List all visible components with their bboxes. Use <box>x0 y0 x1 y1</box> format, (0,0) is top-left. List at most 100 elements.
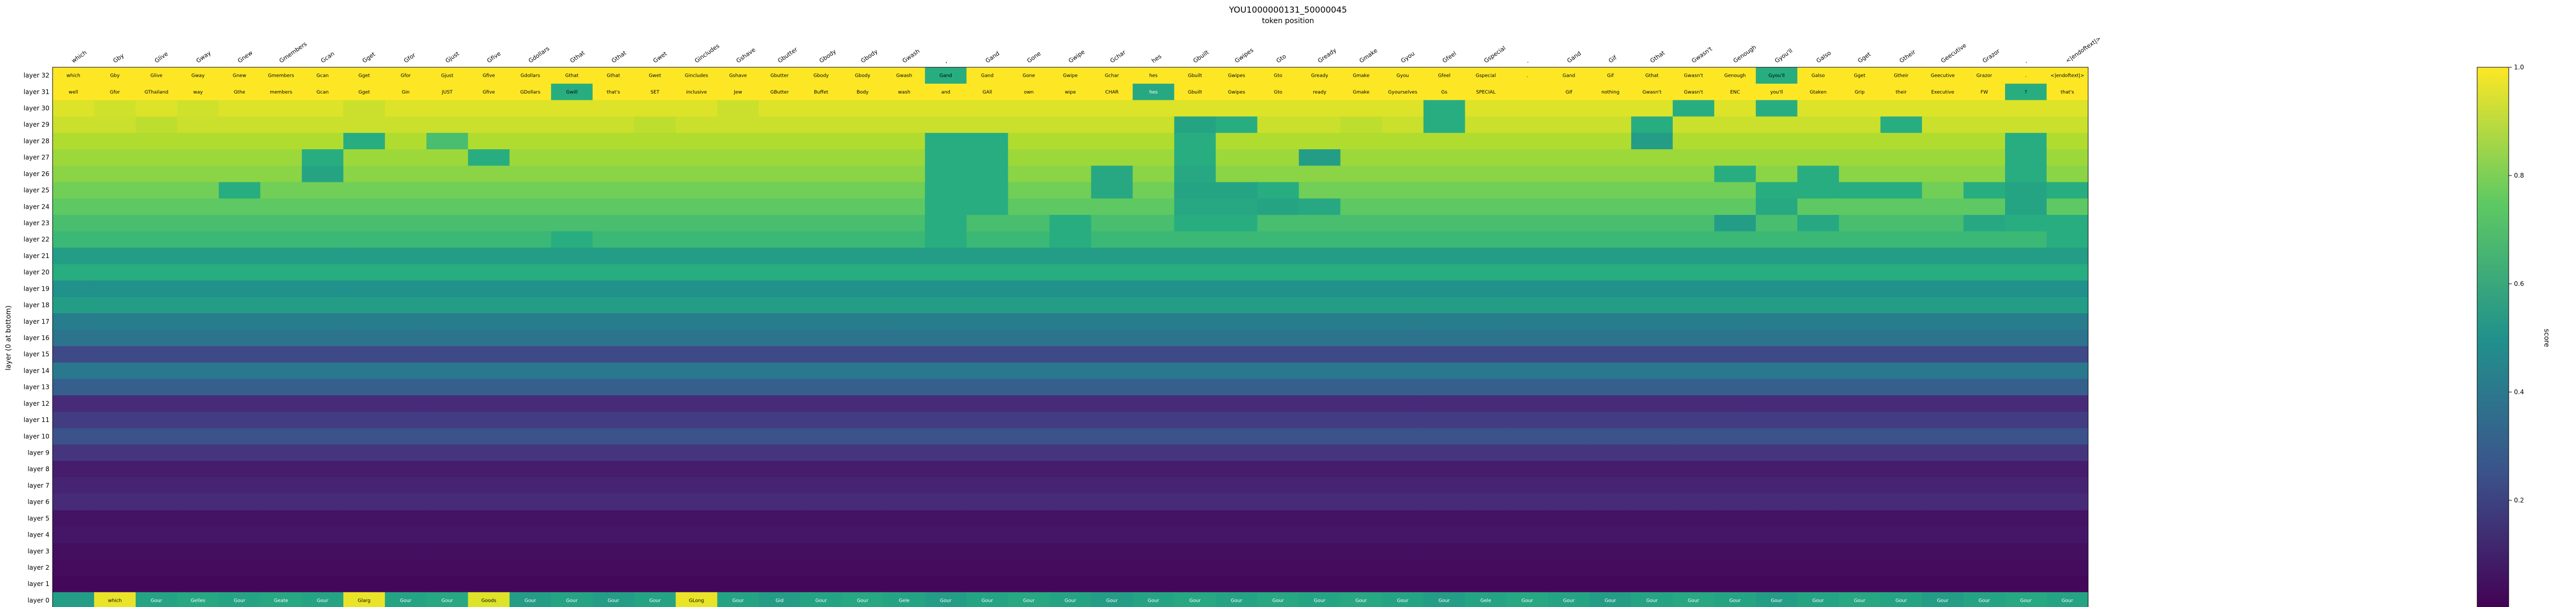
heatmap-cell <box>177 411 219 429</box>
heatmap-cell <box>1091 84 1133 100</box>
heatmap-cell <box>1215 116 1258 133</box>
heatmap-cell <box>1257 84 1300 100</box>
heatmap-cell <box>2005 592 2047 607</box>
heatmap-cell <box>1838 313 1881 330</box>
heatmap-cell <box>1755 411 1798 429</box>
x-tick-label: Glive <box>154 50 170 65</box>
heatmap-cell <box>800 100 842 117</box>
heatmap-cell <box>1382 575 1424 593</box>
heatmap-cell <box>1257 592 1300 607</box>
heatmap-cell <box>53 198 95 215</box>
heatmap-cell <box>1838 493 1881 511</box>
heatmap-cell <box>1631 214 1673 232</box>
heatmap-cell <box>1589 526 1632 543</box>
heatmap-cell <box>1755 264 1798 281</box>
heatmap-cell <box>1299 132 1341 150</box>
heatmap-cell <box>94 182 136 199</box>
heatmap-cell <box>302 214 344 232</box>
y-tick-label: layer 6 <box>27 498 49 506</box>
cell-label: and <box>941 90 950 95</box>
heatmap-cell <box>1340 264 1383 281</box>
heatmap-cell <box>1257 248 1300 265</box>
heatmap-cell <box>1340 493 1383 511</box>
heatmap-cell <box>759 444 801 461</box>
heatmap-cell <box>551 296 593 314</box>
heatmap-cell <box>468 379 510 396</box>
heatmap-cell <box>1921 264 1964 281</box>
heatmap-cell <box>1880 411 1923 429</box>
heatmap-cell <box>676 248 718 265</box>
cell-label: Gour <box>1106 598 1118 603</box>
x-tick-label: , <box>943 58 948 65</box>
heatmap-cell <box>1589 379 1632 396</box>
heatmap-cell <box>800 264 842 281</box>
cell-label: Gwipes <box>1228 90 1245 95</box>
heatmap-cell <box>1880 231 1923 248</box>
heatmap-cell <box>1382 592 1424 607</box>
heatmap-cell <box>1174 493 1217 511</box>
heatmap-cell <box>1465 330 1507 347</box>
heatmap-cell <box>1215 280 1258 297</box>
heatmap-cell <box>1755 575 1798 593</box>
heatmap-cell <box>1714 444 1756 461</box>
heatmap-cell <box>177 67 219 84</box>
heatmap-cell <box>1257 493 1300 511</box>
heatmap-cell <box>136 67 178 84</box>
heatmap-cell <box>509 100 551 117</box>
heatmap-cell <box>634 493 676 511</box>
heatmap-cell <box>260 280 302 297</box>
heatmap-cell <box>468 149 510 166</box>
heatmap-cell <box>177 362 219 379</box>
heatmap-cell <box>1880 362 1923 379</box>
heatmap-cell <box>1091 132 1133 150</box>
heatmap-cell <box>136 526 178 543</box>
heatmap-cell <box>717 428 759 445</box>
heatmap-cell <box>1589 493 1632 511</box>
heatmap-cell <box>1257 395 1300 412</box>
heatmap-cell <box>925 84 967 100</box>
heatmap-cell <box>1838 132 1881 150</box>
heatmap-cell <box>883 395 925 412</box>
heatmap-cell <box>1091 313 1133 330</box>
heatmap-cell <box>302 477 344 495</box>
heatmap-cell <box>2005 296 2047 314</box>
heatmap-cell <box>676 330 718 347</box>
x-tick-label: Gthat <box>610 49 628 65</box>
heatmap-cell <box>925 116 967 133</box>
heatmap-cell <box>800 67 842 84</box>
heatmap-cell <box>343 510 385 527</box>
heatmap-cell <box>1589 543 1632 560</box>
heatmap-cell <box>2005 493 2047 511</box>
y-tick-label: layer 18 <box>24 302 49 309</box>
heatmap-cell <box>634 543 676 560</box>
heatmap-cell <box>468 84 510 100</box>
colorbar-ticks: 0.20.40.60.81.0 <box>2509 64 2524 504</box>
heatmap-cell <box>1382 362 1424 379</box>
heatmap-cell <box>1838 231 1881 248</box>
heatmap-cell <box>883 543 925 560</box>
heatmap-cell <box>1382 132 1424 150</box>
heatmap-cell <box>1174 296 1217 314</box>
heatmap-cell <box>1714 461 1756 478</box>
heatmap-cell <box>759 346 801 363</box>
heatmap-cell <box>343 428 385 445</box>
heatmap-cell <box>1838 296 1881 314</box>
heatmap-cell <box>925 346 967 363</box>
heatmap-cell <box>302 575 344 593</box>
heatmap-cell <box>260 313 302 330</box>
heatmap-cell <box>468 231 510 248</box>
heatmap-cell <box>177 166 219 182</box>
heatmap-cell <box>1091 264 1133 281</box>
cell-label: Goods <box>482 598 497 603</box>
heatmap-cell <box>2005 411 2047 429</box>
heatmap-cell <box>426 67 468 84</box>
heatmap-cell <box>676 149 718 166</box>
heatmap-cell <box>1049 461 1092 478</box>
heatmap-cell <box>1008 296 1050 314</box>
heatmap-cell <box>1963 214 2006 232</box>
heatmap-cell <box>94 477 136 495</box>
heatmap-cell <box>1797 182 1839 199</box>
heatmap-cell <box>260 592 302 607</box>
heatmap-cell <box>1382 346 1424 363</box>
heatmap-cell <box>634 330 676 347</box>
